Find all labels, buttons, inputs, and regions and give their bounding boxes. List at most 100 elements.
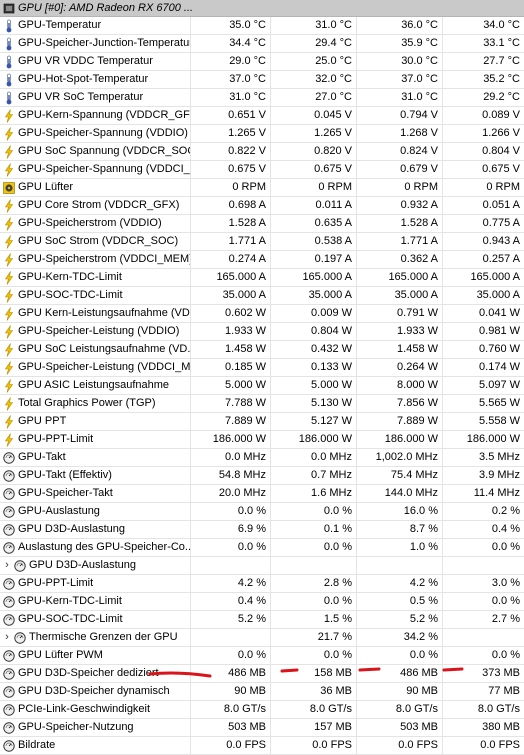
- max-value: 144.0 MHz: [356, 485, 442, 502]
- min-value: 0.804 W: [270, 323, 356, 340]
- average-value: 186.000 W: [442, 431, 524, 448]
- sensor-row[interactable]: GPU PPT 7.889 W 5.127 W 7.889 W 5.558 W: [0, 413, 524, 431]
- sensor-row[interactable]: GPU-Kern-TDC-Limit 0.4 % 0.0 % 0.5 % 0.0 %: [0, 593, 524, 611]
- max-value: 34.2 %: [356, 629, 442, 646]
- sensor-row[interactable]: Bildrate 0.0 FPS 0.0 FPS 0.0 FPS 0.0 FPS: [0, 737, 524, 755]
- sensor-row[interactable]: GPU Lüfter 0 RPM 0 RPM 0 RPM 0 RPM: [0, 179, 524, 197]
- min-value: 0.011 A: [270, 197, 356, 214]
- sensor-row[interactable]: GPU-Temperatur 35.0 °C 31.0 °C 36.0 °C 34.0 …: [0, 17, 524, 35]
- min-value: 0.675 V: [270, 161, 356, 178]
- sensor-label: GPU-Takt: [18, 451, 66, 463]
- max-value: 0.932 A: [356, 197, 442, 214]
- average-value: 77 MB: [442, 683, 524, 700]
- sensor-row[interactable]: PCIe-Link-Geschwindigkeit 8.0 GT/s 8.0 GT/…: [0, 701, 524, 719]
- sensor-row[interactable]: GPU-PPT-Limit 4.2 % 2.8 % 4.2 % 3.0 %: [0, 575, 524, 593]
- sensor-row[interactable]: GPU D3D-Auslastung 6.9 % 0.1 % 8.7 % 0.4 %: [0, 521, 524, 539]
- sensor-name-cell: GPU-SOC-TDC-Limit: [0, 611, 190, 628]
- sensor-row[interactable]: GPU D3D-Speicher dediziert 486 MB 158 MB 48…: [0, 665, 524, 683]
- sensor-row[interactable]: GPU Kern-Leistungsaufnahme (VD... 0.602 W…: [0, 305, 524, 323]
- sensor-row[interactable]: Auslastung des GPU-Speicher-Co... 0.0 % 0.…: [0, 539, 524, 557]
- sensor-group-row[interactable]: › Thermische Grenzen der GPU 21.7 % 34.2 %: [0, 629, 524, 647]
- max-value: 7.889 W: [356, 413, 442, 430]
- max-value: 1.0 %: [356, 539, 442, 556]
- lightning-icon: [3, 288, 15, 303]
- sensor-label: GPU-Speicher-Junction-Temperatur: [18, 37, 190, 49]
- max-value: 0 RPM: [356, 179, 442, 196]
- sensor-row[interactable]: GPU Core Strom (VDDCR_GFX) 0.698 A 0.011 A…: [0, 197, 524, 215]
- average-value: 35.000 A: [442, 287, 524, 304]
- current-value: 0.822 V: [190, 143, 270, 160]
- current-value: 1.458 W: [190, 341, 270, 358]
- sensor-row[interactable]: GPU SoC Spannung (VDDCR_SOC) 0.822 V 0.820…: [0, 143, 524, 161]
- sensor-label: GPU-Speicherstrom (VDDCI_MEM): [18, 253, 190, 265]
- sensor-row[interactable]: GPU-Speicher-Leistung (VDDIO) 1.933 W 0.80…: [0, 323, 524, 341]
- min-value: 5.000 W: [270, 377, 356, 394]
- sensor-name-cell: GPU-Speicher-Spannung (VDDIO): [0, 125, 190, 142]
- expand-chevron-icon[interactable]: ›: [5, 631, 9, 643]
- current-value: 0.0 MHz: [190, 449, 270, 466]
- current-value: [190, 557, 270, 574]
- average-value: 0.051 A: [442, 197, 524, 214]
- min-value: 158 MB: [270, 665, 356, 682]
- average-value: 0.0 FPS: [442, 737, 524, 754]
- min-value: [270, 557, 356, 574]
- current-value: 8.0 GT/s: [190, 701, 270, 718]
- sensor-name-cell: GPU VR SoC Temperatur: [0, 89, 190, 106]
- sensor-row[interactable]: GPU-Kern-Spannung (VDDCR_GFX) 0.651 V 0.04…: [0, 107, 524, 125]
- sensor-row[interactable]: GPU VR SoC Temperatur 31.0 °C 27.0 °C 31.0 …: [0, 89, 524, 107]
- sensor-row[interactable]: GPU-Auslastung 0.0 % 0.0 % 16.0 % 0.2 %: [0, 503, 524, 521]
- min-value: 165.000 A: [270, 269, 356, 286]
- average-value: 5.558 W: [442, 413, 524, 430]
- sensor-name-cell: GPU-PPT-Limit: [0, 431, 190, 448]
- sensor-row[interactable]: GPU-Speicher-Spannung (VDDIO) 1.265 V 1.26…: [0, 125, 524, 143]
- sensor-row[interactable]: GPU-Takt (Effektiv) 54.8 MHz 0.7 MHz 75.4 M…: [0, 467, 524, 485]
- sensor-row[interactable]: GPU-Speicher-Junction-Temperatur 34.4 °C 2…: [0, 35, 524, 53]
- gpu-section-header[interactable]: GPU [#0]: AMD Radeon RX 6700 ...: [0, 0, 524, 17]
- current-value: [190, 629, 270, 646]
- lightning-icon: [3, 108, 15, 123]
- lightning-icon: [3, 252, 15, 267]
- min-value: 0.0 MHz: [270, 449, 356, 466]
- sensor-row[interactable]: GPU-Hot-Spot-Temperatur 37.0 °C 32.0 °C 37.…: [0, 71, 524, 89]
- sensor-label: GPU-Kern-Spannung (VDDCR_GFX): [18, 109, 190, 121]
- min-value: 0.1 %: [270, 521, 356, 538]
- max-value: 1.528 A: [356, 215, 442, 232]
- average-value: 165.000 A: [442, 269, 524, 286]
- sensor-row[interactable]: GPU-Speicherstrom (VDDCI_MEM) 0.274 A 0.19…: [0, 251, 524, 269]
- gpu-section-title: GPU [#0]: AMD Radeon RX 6700 ...: [18, 2, 194, 14]
- min-value: 0.197 A: [270, 251, 356, 268]
- sensor-label: GPU-SOC-TDC-Limit: [18, 613, 123, 625]
- gauge-icon: [3, 739, 15, 753]
- min-value: 0 RPM: [270, 179, 356, 196]
- expand-chevron-icon[interactable]: ›: [5, 559, 9, 571]
- sensor-row[interactable]: GPU ASIC Leistungsaufnahme 5.000 W 5.000 W…: [0, 377, 524, 395]
- gauge-icon: [3, 595, 15, 609]
- sensor-row[interactable]: GPU D3D-Speicher dynamisch 90 MB 36 MB 90 M…: [0, 683, 524, 701]
- sensor-row[interactable]: GPU-Takt 0.0 MHz 0.0 MHz 1,002.0 MHz 3.5 MHz: [0, 449, 524, 467]
- sensor-row[interactable]: GPU-Speicher-Leistung (VDDCI_M... 0.185 W…: [0, 359, 524, 377]
- sensor-row[interactable]: GPU VR VDDC Temperatur 29.0 °C 25.0 °C 30.0…: [0, 53, 524, 71]
- sensor-row[interactable]: Total Graphics Power (TGP) 7.788 W 5.130 W…: [0, 395, 524, 413]
- sensor-label: GPU D3D-Auslastung: [18, 523, 125, 535]
- sensor-row[interactable]: GPU-SOC-TDC-Limit 5.2 % 1.5 % 5.2 % 2.7 %: [0, 611, 524, 629]
- thermometer-icon: [3, 55, 15, 69]
- max-value: 37.0 °C: [356, 71, 442, 88]
- sensor-group-row[interactable]: › GPU D3D-Auslastung: [0, 557, 524, 575]
- max-value: 35.9 °C: [356, 35, 442, 52]
- sensor-name-cell: GPU Core Strom (VDDCR_GFX): [0, 197, 190, 214]
- average-value: 1.266 V: [442, 125, 524, 142]
- sensor-row[interactable]: GPU-Kern-TDC-Limit 165.000 A 165.000 A 165.…: [0, 269, 524, 287]
- average-value: 0.981 W: [442, 323, 524, 340]
- sensor-row[interactable]: GPU Lüfter PWM 0.0 % 0.0 % 0.0 % 0.0 %: [0, 647, 524, 665]
- sensor-row[interactable]: GPU-PPT-Limit 186.000 W 186.000 W 186.000 W…: [0, 431, 524, 449]
- sensor-row[interactable]: GPU-SOC-TDC-Limit 35.000 A 35.000 A 35.000 …: [0, 287, 524, 305]
- sensor-row[interactable]: GPU-Speicher-Nutzung 503 MB 157 MB 503 MB 38…: [0, 719, 524, 737]
- sensor-label: GPU Lüfter: [18, 181, 74, 193]
- sensor-row[interactable]: GPU-Speicher-Takt 20.0 MHz 1.6 MHz 144.0 MH…: [0, 485, 524, 503]
- sensor-rows: GPU-Temperatur 35.0 °C 31.0 °C 36.0 °C 34.0 …: [0, 17, 524, 755]
- lightning-icon: [3, 378, 15, 393]
